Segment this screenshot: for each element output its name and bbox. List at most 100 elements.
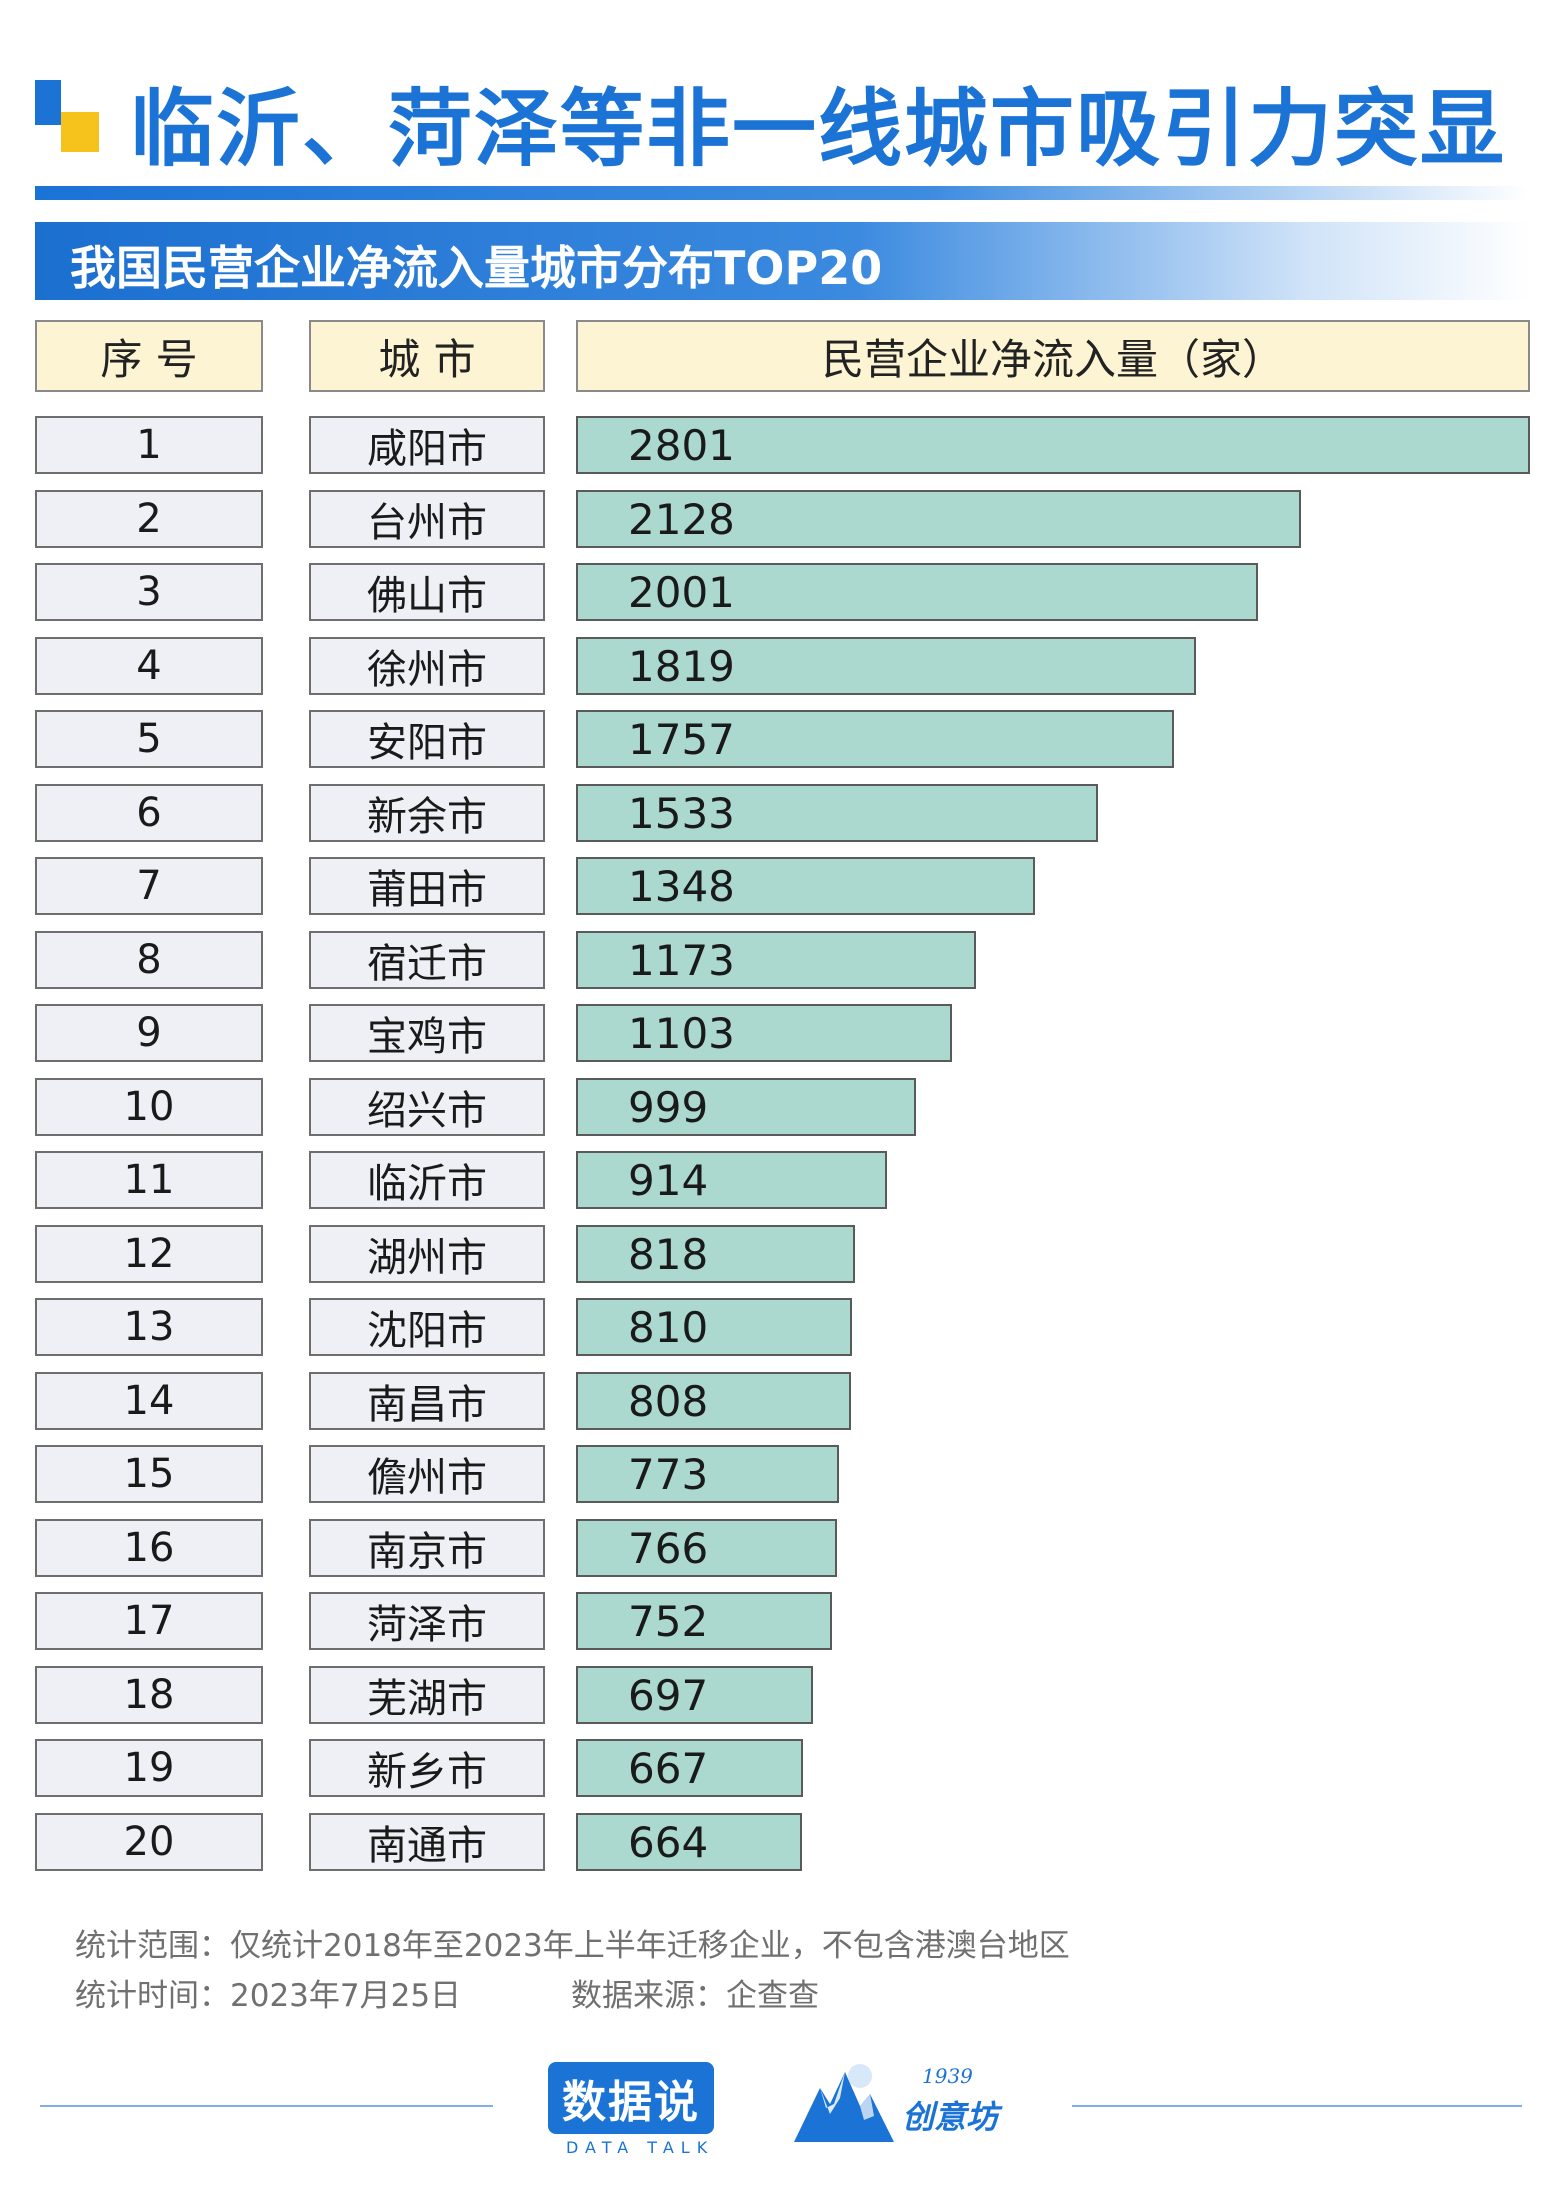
bar-mark xyxy=(576,416,1530,474)
bar-value-label: 1173 xyxy=(628,935,735,985)
city-cell: 儋州市 xyxy=(309,1445,545,1503)
bar-value-label: 1103 xyxy=(628,1008,735,1058)
bar-value-label: 2128 xyxy=(628,494,735,544)
bar-value-label: 808 xyxy=(628,1376,709,1426)
bar-mark xyxy=(576,563,1258,621)
bar-value-label: 1757 xyxy=(628,714,735,764)
rank-cell: 14 xyxy=(35,1372,263,1430)
rank-cell: 19 xyxy=(35,1739,263,1797)
footnote-source: 数据来源：企查查 xyxy=(571,1978,819,2014)
rank-cell: 1 xyxy=(35,416,263,474)
page-title: 临沂、菏泽等非一线城市吸引力突显 xyxy=(130,80,1507,178)
bar-mark xyxy=(576,1519,837,1577)
bar-value-label: 664 xyxy=(628,1817,709,1867)
bar-mark xyxy=(576,1225,855,1283)
bar-value-label: 1348 xyxy=(628,861,735,911)
rank-cell: 12 xyxy=(35,1225,263,1283)
chart-subtitle: 我国民营企业净流入量城市分布TOP20 xyxy=(70,241,883,295)
rank-cell: 16 xyxy=(35,1519,263,1577)
bar-value-label: 2801 xyxy=(628,420,735,470)
rank-cell: 20 xyxy=(35,1813,263,1871)
bar-value-label: 914 xyxy=(628,1155,709,1205)
city-cell: 徐州市 xyxy=(309,637,545,695)
title-mark-blue-square xyxy=(35,80,61,125)
bar-value-label: 752 xyxy=(628,1596,709,1646)
rank-cell: 3 xyxy=(35,563,263,621)
bar-mark xyxy=(576,931,976,989)
city-cell: 湖州市 xyxy=(309,1225,545,1283)
bar-value-label: 697 xyxy=(628,1670,709,1720)
title-underline xyxy=(35,186,1530,200)
title-mark-yellow-square xyxy=(61,112,99,152)
city-cell: 临沂市 xyxy=(309,1151,545,1209)
bar-value-label: 1533 xyxy=(628,788,735,838)
city-cell: 台州市 xyxy=(309,490,545,548)
bar-mark xyxy=(576,637,1196,695)
footnote-time: 统计时间：2023年7月25日 xyxy=(75,1978,462,2014)
footnote-scope: 统计范围：仅统计2018年至2023年上半年迁移企业，不包含港澳台地区 xyxy=(75,1928,1070,1964)
rank-cell: 11 xyxy=(35,1151,263,1209)
bar-mark xyxy=(576,1078,916,1136)
city-cell: 沈阳市 xyxy=(309,1298,545,1356)
rank-cell: 5 xyxy=(35,710,263,768)
city-cell: 绍兴市 xyxy=(309,1078,545,1136)
bar-value-label: 1819 xyxy=(628,641,735,691)
city-cell: 南通市 xyxy=(309,1813,545,1871)
subtitle-banner xyxy=(35,222,1530,300)
column-header-value: 民营企业净流入量（家） xyxy=(576,320,1530,392)
bar-mark xyxy=(576,1813,802,1871)
bar-value-label: 2001 xyxy=(628,567,735,617)
rank-cell: 18 xyxy=(35,1666,263,1724)
studio-logo: 1939 创意坊 xyxy=(790,2058,1020,2148)
studio-logo-year: 1939 xyxy=(922,2064,973,2088)
bar-mark xyxy=(576,857,1035,915)
mountain-icon xyxy=(794,2064,894,2142)
footer-divider-left xyxy=(40,2105,493,2107)
bar-value-label: 818 xyxy=(628,1229,709,1279)
city-cell: 南京市 xyxy=(309,1519,545,1577)
footer-divider-right xyxy=(1072,2105,1522,2107)
bar-mark xyxy=(576,1739,803,1797)
bar-mark xyxy=(576,1004,952,1062)
studio-logo-name: 创意坊 xyxy=(902,2098,999,2136)
bar-mark xyxy=(576,1666,813,1724)
column-header-rank: 序 号 xyxy=(35,320,263,392)
city-cell: 新乡市 xyxy=(309,1739,545,1797)
rank-cell: 10 xyxy=(35,1078,263,1136)
bar-mark xyxy=(576,710,1174,768)
city-cell: 安阳市 xyxy=(309,710,545,768)
city-cell: 南昌市 xyxy=(309,1372,545,1430)
rank-cell: 4 xyxy=(35,637,263,695)
column-header-city: 城 市 xyxy=(309,320,545,392)
datatalk-logo-en: DATA TALK xyxy=(566,2138,715,2157)
rank-cell: 6 xyxy=(35,784,263,842)
bar-value-label: 766 xyxy=(628,1523,709,1573)
bar-value-label: 999 xyxy=(628,1082,709,1132)
bar-value-label: 773 xyxy=(628,1449,709,1499)
datatalk-logo-cn: 数据说 xyxy=(548,2062,714,2134)
rank-cell: 15 xyxy=(35,1445,263,1503)
city-cell: 佛山市 xyxy=(309,563,545,621)
datatalk-logo: 数据说 DATA TALK xyxy=(548,2062,758,2157)
rank-cell: 9 xyxy=(35,1004,263,1062)
bar-mark xyxy=(576,1298,852,1356)
city-cell: 咸阳市 xyxy=(309,416,545,474)
bar-value-label: 667 xyxy=(628,1743,709,1793)
bar-mark xyxy=(576,490,1301,548)
title-logo-mark xyxy=(35,80,99,160)
rank-cell: 8 xyxy=(35,931,263,989)
bar-mark xyxy=(576,1372,851,1430)
bar-mark xyxy=(576,784,1098,842)
rank-cell: 7 xyxy=(35,857,263,915)
city-cell: 宝鸡市 xyxy=(309,1004,545,1062)
city-cell: 新余市 xyxy=(309,784,545,842)
bar-value-label: 810 xyxy=(628,1302,709,1352)
bar-mark xyxy=(576,1151,887,1209)
rank-cell: 17 xyxy=(35,1592,263,1650)
city-cell: 菏泽市 xyxy=(309,1592,545,1650)
bar-mark xyxy=(576,1592,832,1650)
rank-cell: 2 xyxy=(35,490,263,548)
city-cell: 宿迁市 xyxy=(309,931,545,989)
city-cell: 芜湖市 xyxy=(309,1666,545,1724)
city-cell: 莆田市 xyxy=(309,857,545,915)
